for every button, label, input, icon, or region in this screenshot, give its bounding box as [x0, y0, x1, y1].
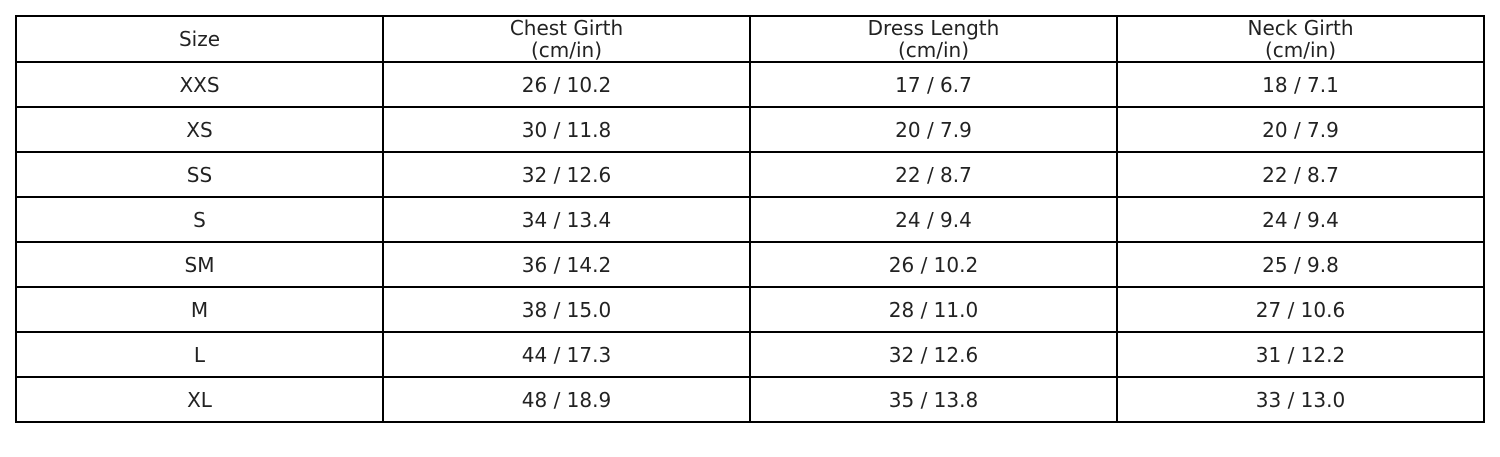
measure-cell: 36 / 14.2	[382, 241, 751, 288]
measure-cell: 33 / 13.0	[1116, 376, 1485, 423]
table-row: XS 30 / 11.8 20 / 7.9 20 / 7.9	[15, 106, 1485, 153]
measure-cell: 26 / 10.2	[749, 241, 1118, 288]
table-row: S 34 / 13.4 24 / 9.4 24 / 9.4	[15, 196, 1485, 243]
table-header: Size Chest Girth (cm/in) Dress Length (cm/…	[15, 15, 1485, 63]
table-row: XXS 26 / 10.2 17 / 6.7 18 / 7.1	[15, 61, 1485, 108]
size-cell: XXS	[15, 61, 384, 108]
measure-cell: 32 / 12.6	[749, 331, 1118, 378]
table-row: SM 36 / 14.2 26 / 10.2 25 / 9.8	[15, 241, 1485, 288]
measure-cell: 35 / 13.8	[749, 376, 1118, 423]
measure-cell: 30 / 11.8	[382, 106, 751, 153]
measure-cell: 31 / 12.2	[1116, 331, 1485, 378]
measure-cell: 20 / 7.9	[749, 106, 1118, 153]
size-cell: SM	[15, 241, 384, 288]
measure-cell: 27 / 10.6	[1116, 286, 1485, 333]
table-row: XL 48 / 18.9 35 / 13.8 33 / 13.0	[15, 376, 1485, 423]
measure-cell: 18 / 7.1	[1116, 61, 1485, 108]
measure-cell: 20 / 7.9	[1116, 106, 1485, 153]
table-row: SS 32 / 12.6 22 / 8.7 22 / 8.7	[15, 151, 1485, 198]
measure-cell: 38 / 15.0	[382, 286, 751, 333]
size-cell: L	[15, 331, 384, 378]
size-cell: XS	[15, 106, 384, 153]
table-row: M 38 / 15.0 28 / 11.0 27 / 10.6	[15, 286, 1485, 333]
size-cell: M	[15, 286, 384, 333]
measure-cell: 22 / 8.7	[749, 151, 1118, 198]
measure-cell: 32 / 12.6	[382, 151, 751, 198]
header-cell: Size	[15, 15, 384, 63]
measure-cell: 48 / 18.9	[382, 376, 751, 423]
size-table: Size Chest Girth (cm/in) Dress Length (cm/…	[15, 15, 1485, 423]
header-cell: Dress Length (cm/in)	[749, 15, 1118, 63]
measure-cell: 44 / 17.3	[382, 331, 751, 378]
table-row: L 44 / 17.3 32 / 12.6 31 / 12.2	[15, 331, 1485, 378]
header-cell: Chest Girth (cm/in)	[382, 15, 751, 63]
size-cell: XL	[15, 376, 384, 423]
measure-cell: 24 / 9.4	[749, 196, 1118, 243]
header-row: Size Chest Girth (cm/in) Dress Length (cm/…	[15, 15, 1485, 63]
size-cell: SS	[15, 151, 384, 198]
measure-cell: 25 / 9.8	[1116, 241, 1485, 288]
header-cell: Neck Girth (cm/in)	[1116, 15, 1485, 63]
table-body: XXS 26 / 10.2 17 / 6.7 18 / 7.1 XS 30 / 11.8 2…	[15, 61, 1485, 423]
measure-cell: 34 / 13.4	[382, 196, 751, 243]
measure-cell: 22 / 8.7	[1116, 151, 1485, 198]
measure-cell: 24 / 9.4	[1116, 196, 1485, 243]
measure-cell: 17 / 6.7	[749, 61, 1118, 108]
measure-cell: 28 / 11.0	[749, 286, 1118, 333]
measure-cell: 26 / 10.2	[382, 61, 751, 108]
size-cell: S	[15, 196, 384, 243]
